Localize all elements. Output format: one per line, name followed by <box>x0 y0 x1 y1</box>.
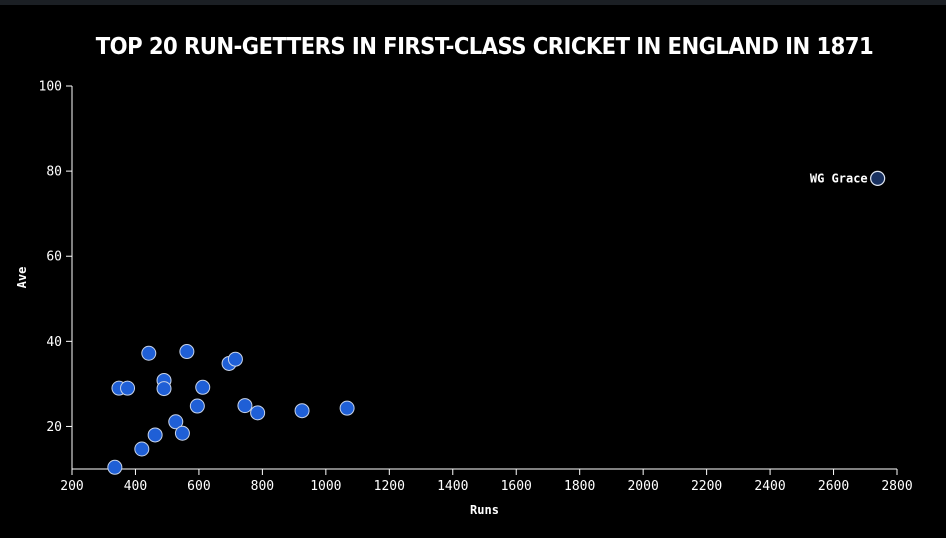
data-point <box>179 344 195 360</box>
data-point <box>107 459 123 475</box>
x-tick-label: 2200 <box>691 479 722 494</box>
data-point <box>120 380 136 396</box>
chart-title: TOP 20 RUN-GETTERS IN FIRST-CLASS CRICKE… <box>95 34 874 60</box>
x-tick-label: 1600 <box>501 479 532 494</box>
data-point <box>227 351 243 367</box>
data-point <box>156 381 172 397</box>
data-point <box>195 379 211 395</box>
window-top-strip <box>0 0 946 5</box>
x-axis-title: Runs <box>470 503 499 517</box>
data-point <box>168 414 184 430</box>
x-tick-label: 2000 <box>627 479 658 494</box>
x-tick-label: 1800 <box>564 479 595 494</box>
y-tick-label: 40 <box>46 335 62 350</box>
x-tick-label: 1000 <box>310 479 341 494</box>
data-point <box>141 345 157 361</box>
y-tick-label: 100 <box>39 80 62 95</box>
data-point-outlier <box>870 170 886 186</box>
x-tick-label: 2600 <box>818 479 849 494</box>
x-tick-label: 1200 <box>374 479 405 494</box>
x-axis: 200 400 600 800 1000 1200 1400 1600 1800 2000 2200… <box>60 468 913 494</box>
point-label: WG Grace <box>810 171 868 185</box>
y-axis-title: Ave <box>15 267 29 289</box>
data-point <box>237 398 253 414</box>
x-tick-label: 2400 <box>754 479 785 494</box>
data-point <box>294 403 310 419</box>
data-point <box>250 405 266 421</box>
y-tick-label: 80 <box>46 165 62 180</box>
data-points: WG Grace <box>107 170 886 475</box>
data-point <box>147 427 163 443</box>
x-tick-label: 200 <box>60 479 83 494</box>
data-point <box>339 400 355 416</box>
data-point <box>134 441 150 457</box>
data-point <box>174 425 190 441</box>
data-point <box>189 398 205 414</box>
x-tick-label: 2800 <box>881 479 912 494</box>
y-tick-label: 60 <box>46 250 62 265</box>
x-tick-label: 800 <box>251 479 274 494</box>
y-tick-label: 20 <box>46 420 62 435</box>
y-axis: 20 40 60 80 100 <box>39 80 73 469</box>
x-tick-label: 400 <box>124 479 147 494</box>
x-tick-label: 1400 <box>437 479 468 494</box>
x-tick-label: 600 <box>187 479 210 494</box>
